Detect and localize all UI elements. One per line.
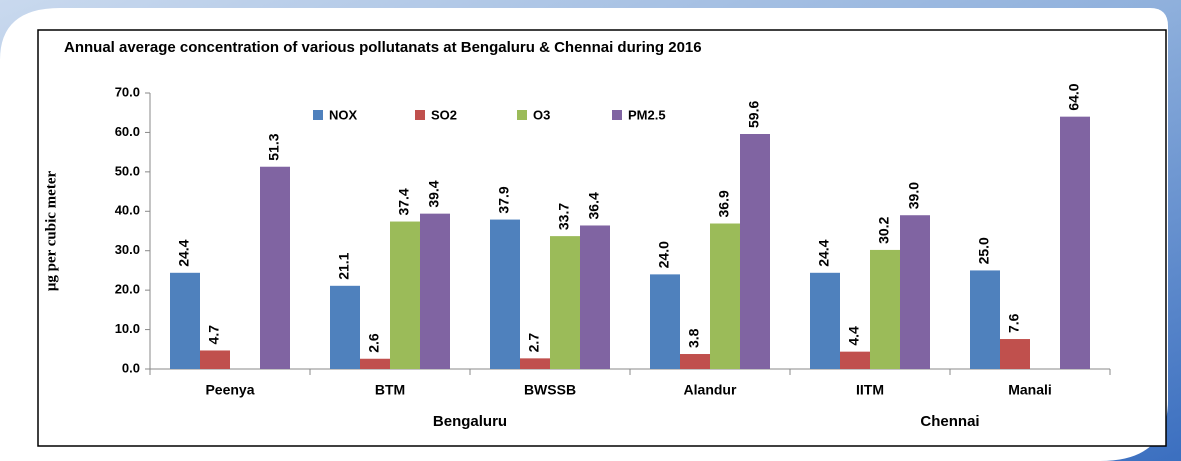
y-tick-label: 20.0 xyxy=(115,282,140,297)
bar xyxy=(360,358,390,369)
bar xyxy=(330,285,360,369)
bar xyxy=(680,354,710,369)
bar xyxy=(710,223,740,369)
value-label: 30.2 xyxy=(876,216,892,243)
y-tick-label: 10.0 xyxy=(115,321,140,336)
value-label: 2.6 xyxy=(366,333,382,353)
bar xyxy=(900,215,930,369)
legend-label: PM2.5 xyxy=(628,107,666,122)
value-label: 7.6 xyxy=(1006,313,1022,333)
value-label: 4.7 xyxy=(206,325,222,345)
bar xyxy=(650,274,680,369)
x-tick-label: Manali xyxy=(1008,382,1052,398)
y-tick-label: 70.0 xyxy=(115,84,140,99)
bar xyxy=(260,166,290,369)
y-tick-label: 50.0 xyxy=(115,163,140,178)
legend-swatch xyxy=(415,110,425,120)
bar xyxy=(870,249,900,369)
bar xyxy=(170,272,200,369)
value-label: 24.0 xyxy=(656,241,672,268)
legend-swatch xyxy=(517,110,527,120)
bar xyxy=(490,219,520,369)
value-label: 36.9 xyxy=(716,190,732,217)
x-tick-label: Alandur xyxy=(684,382,737,398)
chart-title: Annual average concentration of various … xyxy=(64,39,702,56)
value-label: 4.4 xyxy=(846,326,862,346)
bar xyxy=(520,358,550,369)
bar xyxy=(550,236,580,369)
bar xyxy=(1060,116,1090,370)
value-label: 37.4 xyxy=(396,188,412,215)
value-label: 2.7 xyxy=(526,333,542,353)
value-label: 51.3 xyxy=(266,133,282,160)
value-label: 24.4 xyxy=(176,239,192,266)
x-tick-label: IITM xyxy=(856,382,884,398)
x-tick-label: BWSSB xyxy=(524,382,576,398)
bar xyxy=(1000,339,1030,369)
x-tick-label: Peenya xyxy=(205,382,254,398)
value-label: 64.0 xyxy=(1066,83,1082,110)
bar xyxy=(970,270,1000,369)
bar xyxy=(390,221,420,369)
group-label: Bengaluru xyxy=(433,413,507,430)
value-label: 33.7 xyxy=(556,203,572,230)
legend-label: NOX xyxy=(329,107,358,122)
bar xyxy=(420,213,450,369)
value-label: 3.8 xyxy=(686,328,702,348)
bar xyxy=(810,272,840,369)
y-tick-label: 30.0 xyxy=(115,242,140,257)
legend-label: O3 xyxy=(533,107,550,122)
bar xyxy=(200,350,230,369)
bar xyxy=(740,134,770,369)
value-label: 25.0 xyxy=(976,237,992,264)
y-tick-label: 0.0 xyxy=(122,360,140,375)
y-tick-label: 60.0 xyxy=(115,124,140,139)
value-label: 37.9 xyxy=(496,186,512,213)
value-label: 36.4 xyxy=(586,192,602,219)
value-label: 39.4 xyxy=(426,180,442,207)
bar xyxy=(580,225,610,369)
group-label: Chennai xyxy=(920,413,979,430)
legend-swatch xyxy=(612,110,622,120)
x-tick-label: BTM xyxy=(375,382,405,398)
legend-label: SO2 xyxy=(431,107,457,122)
y-tick-label: 40.0 xyxy=(115,203,140,218)
value-label: 24.4 xyxy=(816,239,832,266)
value-label: 39.0 xyxy=(906,182,922,209)
y-axis-label: μg per cubic meter xyxy=(43,171,59,292)
legend-swatch xyxy=(313,110,323,120)
bar xyxy=(840,351,870,369)
value-label: 21.1 xyxy=(336,252,352,279)
value-label: 59.6 xyxy=(746,101,762,128)
